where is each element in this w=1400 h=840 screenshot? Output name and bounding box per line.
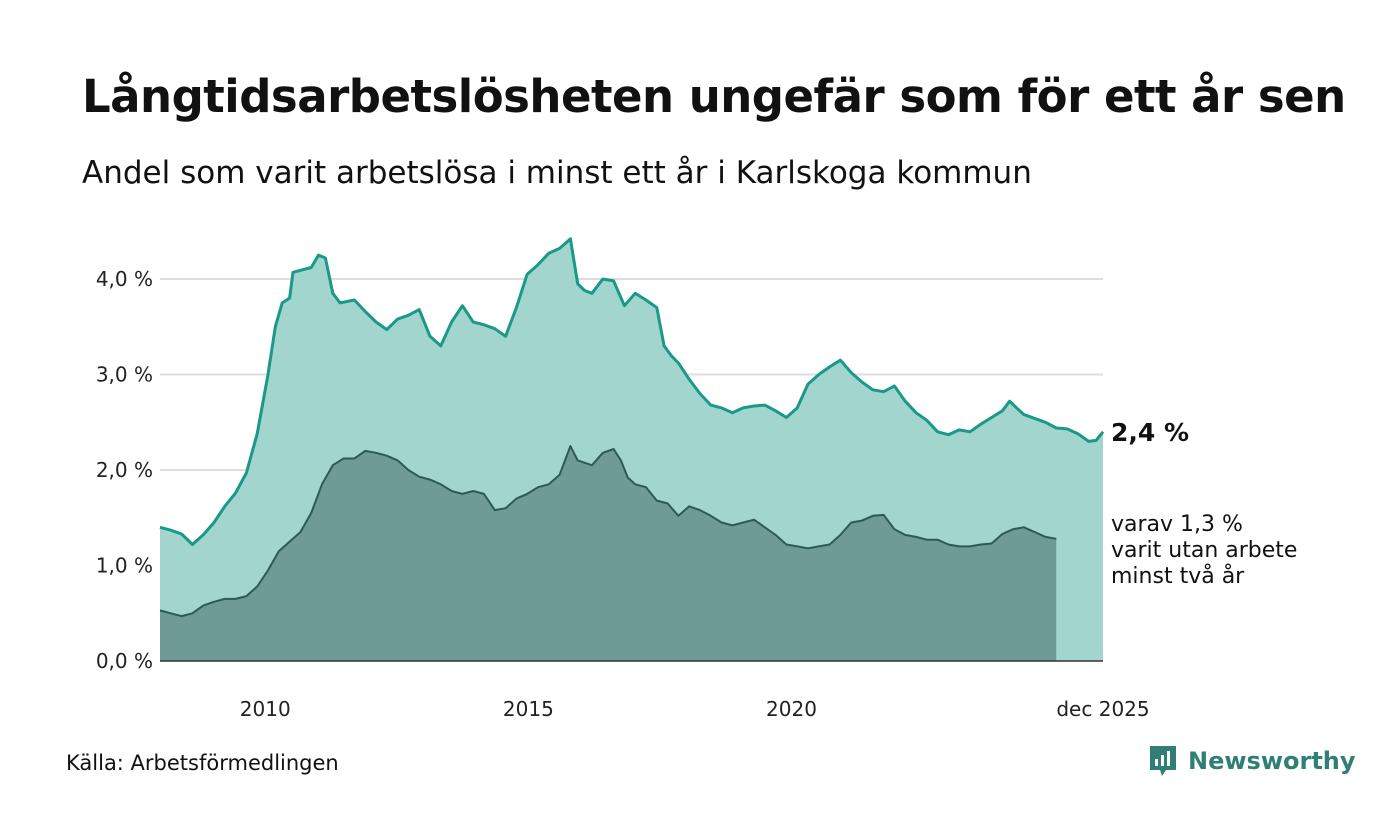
y-tick-label: 0,0 % [96, 649, 153, 673]
line-long-term [159, 237, 1105, 546]
x-tick-label: 2020 [766, 697, 817, 721]
x-tick-label: dec 2025 [1056, 697, 1149, 721]
axes: 0,0 % 1,0 % 2,0 % 3,0 % 4,0 % 2010 2015 2020 dec… [96, 267, 1150, 721]
end-label-two-years-line: varit utan arbete [1111, 538, 1297, 563]
y-tick-label: 4,0 % [96, 267, 153, 291]
x-tick-label: 2015 [503, 697, 554, 721]
page-title: Långtidsarbetslösheten ungefär som för e… [82, 70, 1346, 123]
area-two-years [160, 446, 1057, 661]
chart-subtitle: Andel som varit arbetslösa i minst ett å… [82, 155, 1032, 191]
x-tick-label: 2010 [240, 697, 291, 721]
end-label-long-term: 2,4 % [1111, 418, 1189, 447]
source-note: Källa: Arbetsförmedlingen [66, 751, 339, 775]
end-label-two-years-line: varav 1,3 % [1111, 512, 1243, 537]
line-two-years [159, 445, 1057, 618]
newsworthy-logo-icon [1150, 746, 1176, 776]
y-tick-label: 2,0 % [96, 458, 153, 482]
areas [159, 237, 1105, 661]
y-tick-label: 1,0 % [96, 554, 153, 578]
brand-logo: Newsworthy [1148, 744, 1356, 778]
end-label-two-years-line: minst två år [1111, 563, 1245, 589]
brand-name: Newsworthy [1188, 747, 1356, 775]
y-tick-label: 3,0 % [96, 363, 153, 387]
